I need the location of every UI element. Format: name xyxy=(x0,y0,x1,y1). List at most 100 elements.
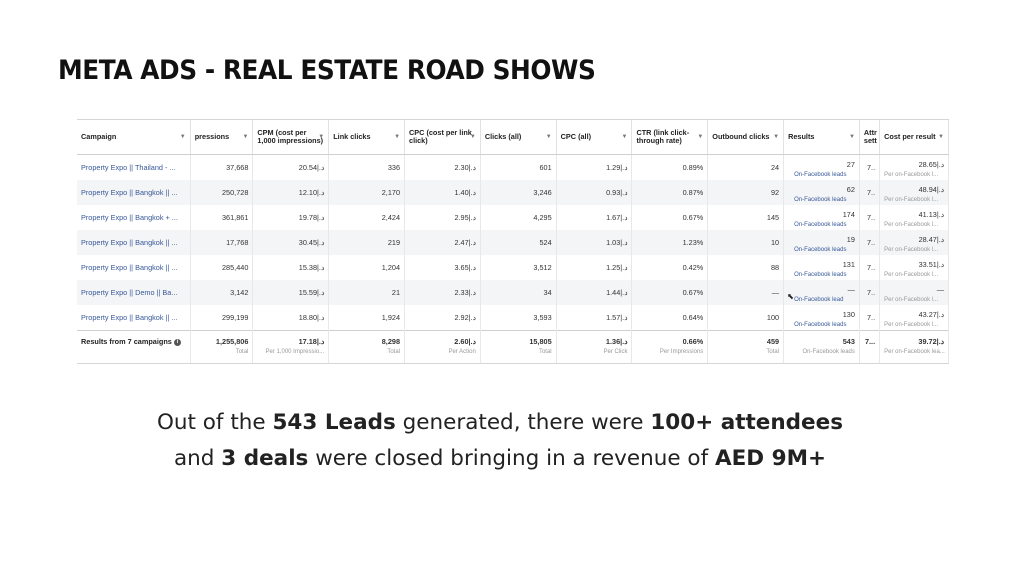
column-header-label: Link clicks xyxy=(333,131,371,141)
cell-outbound: — xyxy=(707,280,785,305)
column-header-label: Campaign xyxy=(81,131,117,141)
cell-attr: 7.. xyxy=(859,280,881,305)
ads-manager-table: Campaign ▼ pressions ▼ CPM (cost per 1,000 i… xyxy=(77,119,949,364)
cell-attr: 7.. xyxy=(859,230,881,255)
cost-per-result-value: 33.51|.ﺩ xyxy=(918,260,944,269)
cell-cpm: 15.59|.ﺩ xyxy=(252,280,330,305)
column-header-label: pressions xyxy=(194,131,230,141)
cell-ctr: 0.64% xyxy=(631,305,709,331)
cell-cpm: 20.54|.ﺩ xyxy=(252,154,330,180)
info-icon[interactable]: i xyxy=(173,338,181,346)
cost-per-result-sub: Per on-Facebook l... xyxy=(884,197,939,203)
campaign-link[interactable]: Property Expo || Bangkok || ... xyxy=(77,230,191,255)
campaign-link[interactable]: Property Expo || Bangkok + ... xyxy=(77,205,191,230)
sort-caret-icon[interactable]: ▼ xyxy=(773,134,780,140)
cell-attr: 7.. xyxy=(859,154,881,180)
cell-link-clicks: 2,424 xyxy=(328,205,406,230)
campaign-link[interactable]: Property Expo || Thailand - ... xyxy=(77,154,191,180)
cell-ctr: 1.23% xyxy=(631,230,709,255)
results-type-link[interactable]: On-Facebook leads xyxy=(794,222,847,228)
column-header[interactable]: pressions ▼ xyxy=(190,120,254,155)
sort-caret-icon[interactable]: ▼ xyxy=(848,134,855,140)
total-value: 543 xyxy=(842,337,855,346)
summary-text-1: Out of the xyxy=(156,410,273,435)
total-link-clicks: 8,298 Total xyxy=(328,330,406,363)
total-value: 15,805 xyxy=(529,337,552,346)
campaign-link[interactable]: Property Expo || Demo || Ba... xyxy=(77,280,191,305)
column-header[interactable]: Results ▼ xyxy=(783,120,860,155)
attendees-count: 100+ attendees xyxy=(650,410,844,435)
column-header[interactable]: CTR (link click-through rate) ▼ xyxy=(631,120,709,155)
campaign-link[interactable]: Property Expo || Bangkok || ... xyxy=(77,255,191,280)
sort-caret-icon[interactable]: ▼ xyxy=(469,134,476,140)
column-header[interactable]: Clicks (all) ▼ xyxy=(480,120,557,155)
cell-cost-per-result: 28.47|.ﺩ Per on-Facebook l... xyxy=(879,230,949,255)
sort-caret-icon[interactable]: ▼ xyxy=(697,134,704,140)
cell-results: 27 On-Facebook leads xyxy=(783,154,860,180)
sort-caret-icon[interactable]: ▼ xyxy=(242,134,249,140)
table-row: Property Expo || Bangkok || ... 250,728 12… xyxy=(77,180,949,205)
summary-text-2: generated, there were xyxy=(395,410,651,435)
cell-cpc-all: 0.93|.ﺩ xyxy=(556,180,633,205)
total-cpc: 2.60|.ﺩ Per Action xyxy=(404,330,481,363)
cell-clicks-all: 3,593 xyxy=(480,305,557,331)
total-attr: 7... xyxy=(859,330,881,363)
cell-ctr: 0.67% xyxy=(631,280,709,305)
results-type-link[interactable]: On-Facebook lead xyxy=(794,297,844,303)
results-type-link[interactable]: On-Facebook leads xyxy=(794,197,847,203)
cell-impressions: 3,142 xyxy=(190,280,254,305)
results-type-link[interactable]: On-Facebook leads xyxy=(794,172,847,178)
total-subtext: Total xyxy=(387,349,401,355)
sort-caret-icon[interactable]: ▼ xyxy=(318,134,325,140)
sort-caret-icon[interactable]: ▼ xyxy=(621,134,628,140)
total-subtext: Total xyxy=(538,349,552,355)
campaign-link[interactable]: Property Expo || Bangkok || ... xyxy=(77,305,191,331)
column-header[interactable]: Link clicks ▼ xyxy=(328,120,406,155)
sort-caret-icon[interactable]: ▼ xyxy=(938,134,944,140)
results-type-link[interactable]: On-Facebook leads xyxy=(794,272,847,278)
cost-per-result-sub: Per on-Facebook l... xyxy=(884,222,939,228)
cell-cpc-all: 1.29|.ﺩ xyxy=(556,154,633,180)
table-row: Property Expo || Bangkok || ... 285,440 15… xyxy=(77,255,949,280)
cell-results: 131 On-Facebook leads xyxy=(783,255,860,280)
results-type-link[interactable]: On-Facebook leads xyxy=(794,322,847,328)
cell-attr: 7.. xyxy=(859,180,881,205)
campaign-link[interactable]: Property Expo || Bangkok || ... xyxy=(77,180,191,205)
column-header[interactable]: Cost per result ▼ xyxy=(879,120,949,155)
total-campaign: Results from 7 campaigns i xyxy=(77,330,191,363)
total-subtext: Total xyxy=(235,349,249,355)
sort-caret-icon[interactable]: ▼ xyxy=(179,134,186,140)
table-row: Property Expo || Thailand - ... 37,668 20.… xyxy=(77,154,949,180)
results-type-link[interactable]: On-Facebook leads xyxy=(794,247,847,253)
summary-line-2: and 3 deals were closed bringing in a re… xyxy=(100,441,900,477)
total-value: 17.18|.ﺩ xyxy=(298,337,325,346)
cell-results: — On-Facebook lead ⬉ xyxy=(783,280,860,305)
results-value: 27 xyxy=(846,160,855,169)
column-header[interactable]: CPC (all) ▼ xyxy=(556,120,633,155)
column-header-label: CPM (cost per 1,000 impressions) xyxy=(257,127,324,145)
column-header[interactable]: CPM (cost per 1,000 impressions) ▼ xyxy=(252,120,330,155)
cell-cpc: 2.30|.ﺩ xyxy=(404,154,481,180)
cost-per-result-sub: Per on-Facebook l... xyxy=(884,247,939,253)
table-row: Property Expo || Bangkok + ... 361,861 19.… xyxy=(77,205,949,230)
table-row: Property Expo || Demo || Ba... 3,142 15.59… xyxy=(77,280,949,305)
column-header[interactable]: Attr sett xyxy=(859,120,881,155)
cell-cpc: 2.47|.ﺩ xyxy=(404,230,481,255)
cost-per-result-value: 43.27|.ﺩ xyxy=(918,310,944,319)
total-clicks-all: 15,805 Total xyxy=(480,330,557,363)
sort-caret-icon[interactable]: ▼ xyxy=(545,134,552,140)
cell-results: 174 On-Facebook leads xyxy=(783,205,860,230)
results-value: 131 xyxy=(842,260,855,269)
cell-results: 130 On-Facebook leads xyxy=(783,305,860,331)
column-header[interactable]: CPC (cost per link click) ▼ xyxy=(404,120,481,155)
total-subtext: Per Click xyxy=(603,349,628,355)
cost-per-result-sub: Per on-Facebook l... xyxy=(884,322,939,328)
cell-attr: 7.. xyxy=(859,205,881,230)
sort-caret-icon[interactable]: ▼ xyxy=(394,134,401,140)
results-value: 19 xyxy=(846,235,855,244)
cell-impressions: 299,199 xyxy=(190,305,254,331)
column-header[interactable]: Campaign ▼ xyxy=(77,120,191,155)
cell-cost-per-result: 43.27|.ﺩ Per on-Facebook l... xyxy=(879,305,949,331)
column-header[interactable]: Outbound clicks ▼ xyxy=(707,120,785,155)
mouse-cursor-icon: ⬉ xyxy=(787,292,794,301)
